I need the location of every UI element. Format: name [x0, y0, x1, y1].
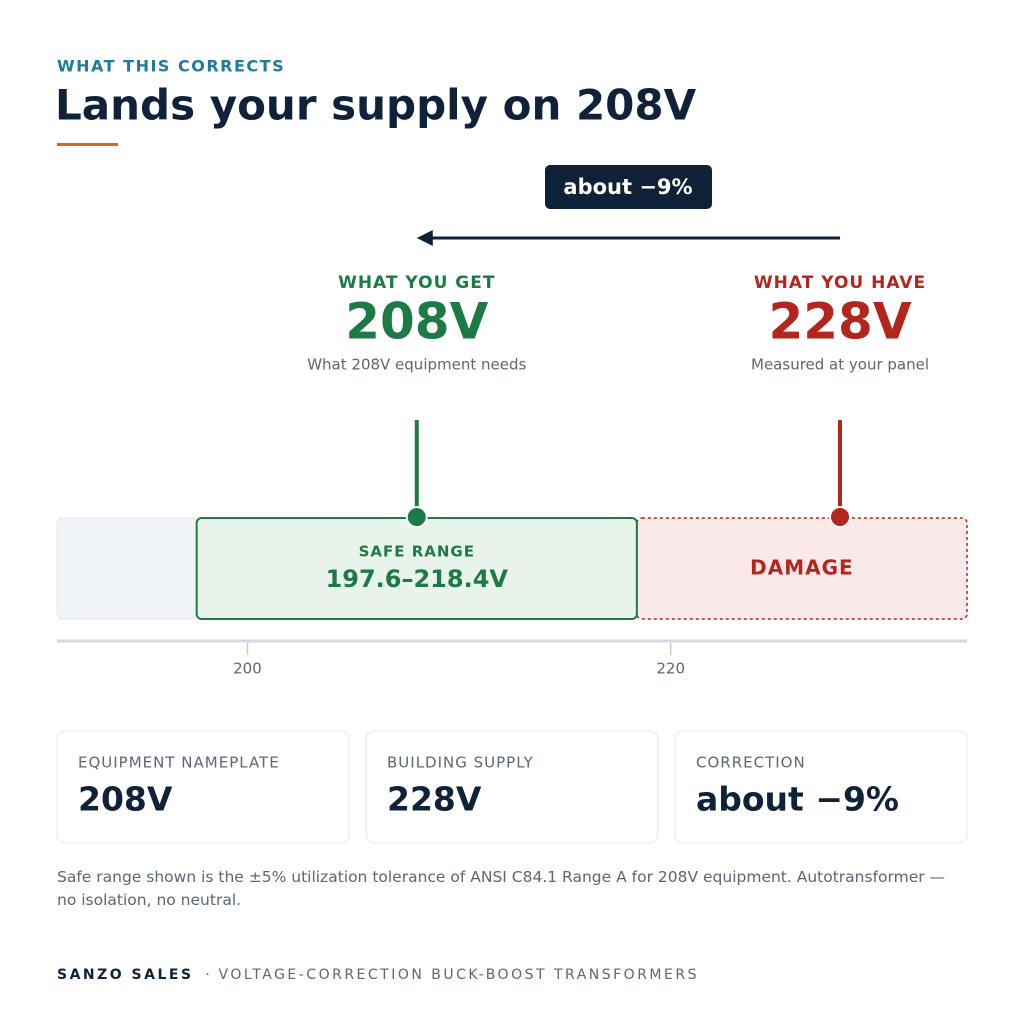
card-label: CORRECTION — [696, 754, 806, 772]
eyebrow: WHAT THIS CORRECTS — [57, 57, 285, 76]
target-label: WHAT YOU HAVE — [754, 273, 926, 293]
target-value: 208V — [345, 293, 488, 351]
tick-label: 220 — [656, 660, 685, 678]
target-caption: What 208V equipment needs — [307, 356, 526, 374]
correction-badge-text: about −9% — [563, 175, 692, 199]
card — [365, 730, 659, 844]
tick-label: 200 — [233, 660, 262, 678]
safe-range-text: 197.6–218.4V — [326, 565, 509, 593]
target-label: WHAT YOU GET — [338, 273, 495, 293]
card-value: 228V — [387, 780, 482, 819]
target-value: 228V — [768, 293, 911, 351]
marker-dot — [829, 506, 852, 528]
card-label: EQUIPMENT NAMEPLATE — [78, 754, 280, 772]
footer-separator: · — [205, 967, 209, 983]
footer-brand: SANZO SALES — [57, 967, 194, 983]
marker-dot — [405, 506, 428, 528]
title: Lands your supply on 208V — [55, 81, 697, 130]
arrow-head — [416, 230, 433, 246]
title-underline — [57, 143, 118, 146]
target-caption: Measured at your panel — [751, 356, 929, 374]
card-label: BUILDING SUPPLY — [387, 754, 534, 772]
card — [56, 730, 350, 844]
card-value: 208V — [78, 780, 173, 819]
card-value: about −9% — [696, 780, 899, 819]
footer-tagline: VOLTAGE-CORRECTION BUCK-BOOST TRANSFORME… — [219, 967, 699, 983]
card — [674, 730, 968, 844]
damage-label: DAMAGE — [750, 556, 854, 580]
correction-badge — [545, 165, 712, 209]
low-zone — [56, 517, 198, 620]
footnote: Safe range shown is the ±5% utilization … — [57, 868, 946, 909]
safe-label: SAFE RANGE — [359, 543, 475, 561]
